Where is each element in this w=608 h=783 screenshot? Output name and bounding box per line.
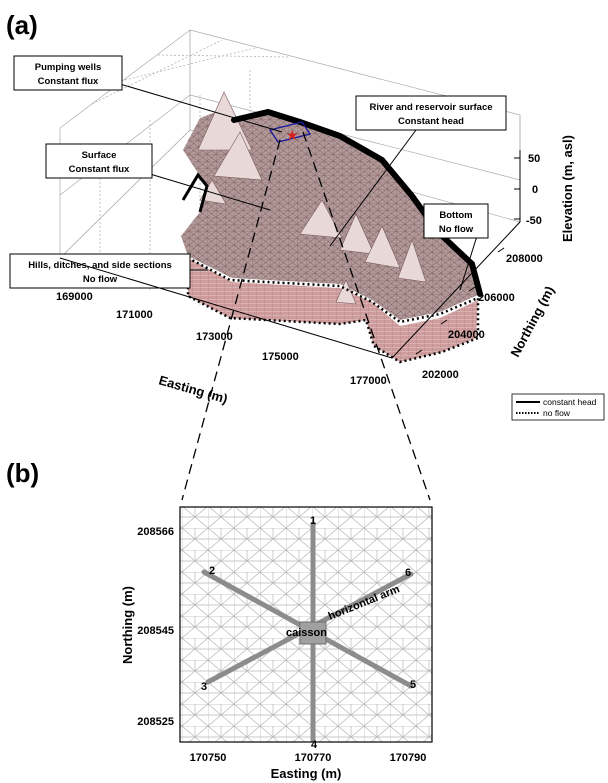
easting-tick: 173000 [196,331,233,343]
callout-river-line1: River and reservoir surface [369,102,492,113]
easting-tick: 171000 [116,309,153,321]
northing-tick: 208000 [506,253,543,265]
well-label-6: 6 [405,567,411,579]
well-label-2: 2 [209,565,215,577]
y-tick: 208525 [137,716,174,728]
caisson-label: caisson [286,627,327,639]
y-tick: 208545 [137,625,174,637]
constant-head-boundary-left [181,172,209,213]
easting-axis-title: Easting (m) [157,372,229,406]
well-label-5: 5 [410,679,416,691]
callout-pumping-wells-line2: Constant flux [38,76,99,87]
model-side-walls [188,258,478,362]
northing-axis-title: Northing (m) [507,284,557,360]
legend-no-flow: no flow [543,408,571,418]
panel-b-plot: 1 2 3 4 5 6 caisson horizontal arm [179,506,433,751]
constant-head-boundary [231,108,483,297]
easting-tick: 177000 [350,375,387,387]
y-tick: 208566 [137,526,174,538]
callout-leaders [119,83,483,291]
northing-tick: 202000 [422,369,459,381]
panel-a-label: (a) [6,10,38,40]
no-flow-boundary [186,255,480,364]
callout-pumping-wells: Pumping wells Constant flux [13,55,123,91]
y-axis-title: Northing (m) [120,586,135,664]
x-tick: 170750 [190,752,227,764]
callout-surface-line2: Constant flux [69,164,130,175]
legend-constant-head: constant head [543,397,597,407]
callout-river-line2: Constant head [398,116,464,127]
zoom-projection-lines [181,131,431,501]
panel-b-y-axis: 208566 208545 208525 Northing (m) [120,526,174,728]
pumping-well-star: ★ [286,127,299,143]
well-label-1: 1 [310,515,316,527]
elevation-tick: 50 [528,153,540,165]
elevation-axis: 50 0 -50 Elevation (m, asl) [514,135,575,242]
legend: constant head no flow [511,393,605,421]
well-label-3: 3 [201,681,207,693]
callout-pumping-wells-line1: Pumping wells [35,62,102,73]
northing-tick: 206000 [478,292,515,304]
elevation-axis-title: Elevation (m, asl) [560,135,575,242]
easting-tick: 175000 [262,351,299,363]
elevation-tick: -50 [526,215,542,227]
well-label-4: 4 [311,739,318,751]
callout-bottom-line2: No flow [439,224,474,235]
callout-hills-line2: No flow [83,274,118,285]
x-axis-title: Easting (m) [271,766,342,781]
x-tick: 170770 [295,752,332,764]
callout-bottom-line1: Bottom [439,210,472,221]
callout-surface: Surface Constant flux [45,143,153,179]
x-tick: 170790 [390,752,427,764]
caisson [299,621,327,645]
panel-b-x-axis: 170750 170770 170790 Easting (m) [190,752,427,781]
easting-tick: 169000 [56,291,93,303]
callout-river: River and reservoir surface Constant hea… [355,95,507,131]
northing-tick: 204000 [448,329,485,341]
callout-hills: Hills, ditches, and side sections No flo… [9,253,191,289]
callout-hills-line1: Hills, ditches, and side sections [28,260,172,271]
pumping-well-box [268,121,312,143]
hill-peaks [197,91,427,305]
callout-bottom: Bottom No flow [423,203,489,239]
panel-b-label: (b) [6,458,39,488]
elevation-tick: 0 [532,184,538,196]
callout-surface-line1: Surface [82,150,117,161]
